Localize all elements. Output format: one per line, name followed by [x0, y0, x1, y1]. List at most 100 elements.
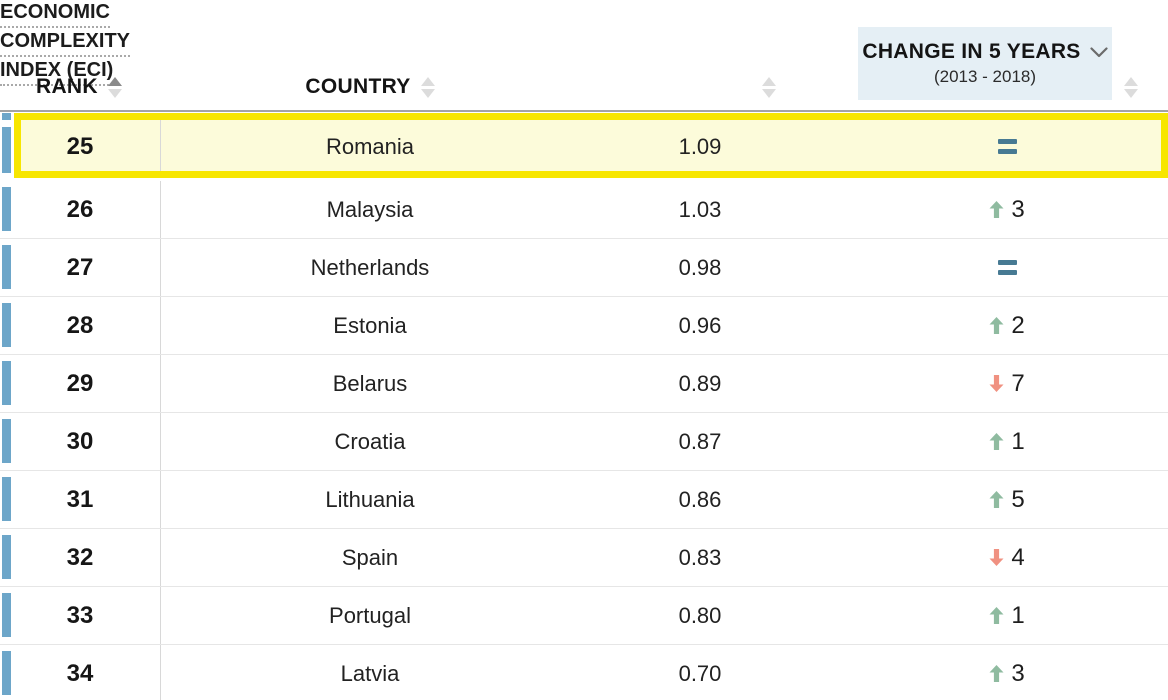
- row-accent-bar: [2, 477, 11, 521]
- country-header-label: COUNTRY: [305, 75, 411, 98]
- up-arrow-icon: [989, 317, 1004, 334]
- row-accent-bar: [2, 651, 11, 695]
- eci-cell: 0.98: [678, 254, 722, 280]
- country-cell: Latvia: [340, 660, 400, 686]
- row-accent-bar: [2, 127, 11, 173]
- table-row[interactable]: 26 Malaysia 1.03 3: [0, 181, 1168, 239]
- eci-cell: 0.87: [678, 428, 722, 454]
- change-value: 3: [1011, 659, 1025, 687]
- row-accent-bar: [2, 113, 11, 120]
- change-value: 1: [1011, 601, 1025, 629]
- country-cell: Spain: [341, 544, 399, 570]
- table-row[interactable]: 28 Estonia 0.96 2: [0, 297, 1168, 355]
- change-cell: [820, 239, 1168, 296]
- change-value: 5: [1011, 485, 1025, 513]
- row-accent-bar: [2, 535, 11, 579]
- column-separator: [160, 297, 161, 354]
- table-row[interactable]: 32 Spain 0.83 4: [0, 529, 1168, 587]
- rank-cell: 31: [66, 485, 94, 513]
- rank-cell: 29: [66, 369, 94, 397]
- sort-icon[interactable]: [762, 77, 776, 98]
- column-separator: [160, 587, 161, 644]
- change-cell: [820, 112, 1168, 181]
- table-row[interactable]: 34 Latvia 0.70 3: [0, 645, 1168, 700]
- up-arrow-icon: [989, 491, 1004, 508]
- country-cell: Croatia: [334, 428, 406, 454]
- up-arrow-icon: [989, 665, 1004, 682]
- column-header-eci[interactable]: ECONOMIC COMPLEXITY INDEX (ECI): [0, 0, 1168, 86]
- up-arrow-icon: [989, 201, 1004, 218]
- column-header-rank[interactable]: RANK: [36, 75, 122, 99]
- column-separator: [160, 239, 161, 296]
- table-row[interactable]: 30 Croatia 0.87 1: [0, 413, 1168, 471]
- up-arrow-icon: [989, 433, 1004, 450]
- rank-cell: 33: [66, 601, 94, 629]
- column-separator: [160, 471, 161, 528]
- change-value: 1: [1011, 427, 1025, 455]
- table-row[interactable]: 29 Belarus 0.89 7: [0, 355, 1168, 413]
- change-header-period: (2013 - 2018): [933, 67, 1037, 86]
- table-body: 25 Romania 1.09 26 Malaysia 1.03 3 27 Ne…: [0, 112, 1168, 700]
- sort-icon[interactable]: [1124, 77, 1138, 98]
- table-row[interactable]: 33 Portugal 0.80 1: [0, 587, 1168, 645]
- change-cell: 1: [820, 587, 1168, 644]
- country-cell: Estonia: [333, 312, 407, 338]
- rank-cell: 26: [66, 195, 94, 223]
- row-accent-bar: [2, 419, 11, 463]
- change-cell: 4: [820, 529, 1168, 586]
- change-value: 2: [1011, 311, 1025, 339]
- change-value: 4: [1011, 543, 1025, 571]
- change-cell: 2: [820, 297, 1168, 354]
- country-cell: Netherlands: [310, 254, 430, 280]
- column-separator: [160, 181, 161, 238]
- country-cell: Lithuania: [325, 486, 415, 512]
- table-header: RANK COUNTRY ECONOMIC COMPLEXITY INDEX (…: [0, 0, 1168, 110]
- table-row[interactable]: 27 Netherlands 0.98: [0, 239, 1168, 297]
- column-header-change-dropdown[interactable]: CHANGE IN 5 YEARS (2013 - 2018): [858, 27, 1112, 100]
- eci-cell: 0.70: [678, 660, 722, 686]
- change-cell: 7: [820, 355, 1168, 412]
- change-header-label: CHANGE IN 5 YEARS: [862, 40, 1081, 63]
- eci-cell: 0.86: [678, 486, 722, 512]
- row-highlight-box: [14, 113, 1168, 178]
- column-separator: [160, 355, 161, 412]
- column-separator: [160, 529, 161, 586]
- rank-cell: 34: [66, 659, 94, 687]
- change-value: 7: [1011, 369, 1025, 397]
- row-accent-bar: [2, 593, 11, 637]
- rank-cell: 32: [66, 543, 94, 571]
- chevron-down-icon: [1090, 46, 1108, 57]
- eci-cell: 0.80: [678, 602, 722, 628]
- country-cell: Malaysia: [326, 196, 414, 222]
- eci-cell: 1.03: [678, 196, 722, 222]
- table-row[interactable]: 31 Lithuania 0.86 5: [0, 471, 1168, 529]
- column-header-country[interactable]: COUNTRY: [160, 75, 580, 99]
- sort-icon: [107, 76, 122, 98]
- rank-cell: 27: [66, 253, 94, 281]
- change-value: 3: [1011, 195, 1025, 223]
- table-row[interactable]: 25 Romania 1.09: [0, 112, 1168, 181]
- column-separator: [160, 413, 161, 470]
- country-cell: Romania: [325, 133, 415, 159]
- rank-cell: 25: [66, 132, 94, 160]
- change-cell: 3: [820, 645, 1168, 700]
- rank-header-label: RANK: [36, 75, 98, 98]
- rank-cell: 28: [66, 311, 94, 339]
- row-accent-bar: [2, 187, 11, 231]
- up-arrow-icon: [989, 607, 1004, 624]
- column-separator: [160, 120, 161, 171]
- row-accent-bar: [2, 361, 11, 405]
- row-accent-bar: [2, 303, 11, 347]
- equals-icon: [997, 260, 1017, 275]
- country-cell: Portugal: [329, 602, 411, 628]
- eci-header-line2: COMPLEXITY: [0, 29, 131, 57]
- down-arrow-icon: [989, 375, 1004, 392]
- eci-cell: 0.83: [678, 544, 722, 570]
- eci-header-line1: ECONOMIC: [0, 0, 110, 28]
- header-divider: [0, 110, 1168, 112]
- change-cell: 3: [820, 181, 1168, 238]
- rank-cell: 30: [66, 427, 94, 455]
- eci-cell: 1.09: [678, 133, 722, 159]
- change-cell: 5: [820, 471, 1168, 528]
